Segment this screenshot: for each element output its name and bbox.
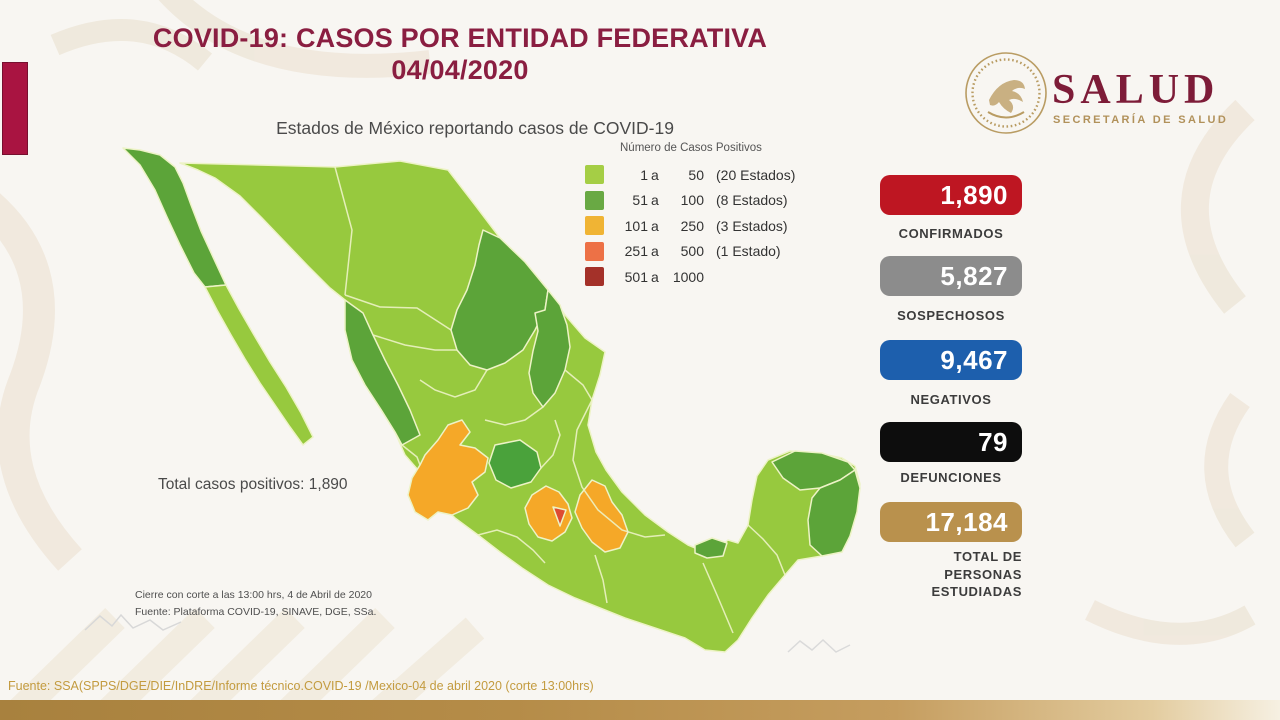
state-baja-california [122, 147, 227, 288]
state-quintana-roo [807, 469, 861, 557]
stat-label-estudiadas: TOTAL DE PERSONAS ESTUDIADAS [880, 548, 1022, 601]
map-footnotes: Cierre con corte a las 13:00 hrs, 4 de A… [135, 587, 376, 621]
stat-value-estudiadas: 17,184 [925, 507, 1008, 537]
mountain-zigzag-watermark [787, 638, 851, 653]
legend-joiner: a [651, 243, 659, 260]
stat-label-defunciones: DEFUNCIONES [900, 470, 1002, 485]
legend-item: 251 a 500 (1 Estado) [585, 239, 815, 265]
legend-swatch [585, 190, 604, 210]
logo-salud: SALUD [1052, 67, 1220, 113]
legend-joiner: a [651, 217, 659, 234]
state-sinaloa [344, 299, 421, 446]
state-borders [334, 166, 786, 634]
state-mexico [524, 485, 573, 542]
legend-joiner: a [651, 192, 659, 209]
state-nuevo-leon [528, 289, 571, 408]
state-cdmx [552, 506, 567, 527]
stat-box-estudiadas: 17,184 [880, 502, 1022, 542]
left-accent-bar [2, 62, 28, 155]
logo-subtitle: SECRETARÍA DE SALUD [1053, 114, 1229, 126]
state-guanajuato [488, 439, 542, 489]
stat-value-negativos: 9,467 [940, 345, 1008, 375]
page-title-line1: COVID-19: CASOS POR ENTIDAD FEDERATIVA [152, 23, 768, 53]
ornament-curve [50, 19, 213, 71]
legend-joiner: a [651, 166, 659, 183]
government-seal-icon [965, 52, 1047, 134]
legend-item: 51 a 100 (8 Estados) [585, 188, 815, 214]
ornament-curve [0, 193, 82, 571]
legend-range-to: 250 [680, 217, 704, 234]
stat-box-sospechosos: 5,827 [880, 256, 1022, 296]
legend-title: Número de Casos Positivos [620, 142, 762, 154]
page-title: COVID-19: CASOS POR ENTIDAD FEDERATIVA 0… [120, 22, 800, 87]
stat-value-defunciones: 79 [978, 427, 1008, 457]
legend-range-to: 100 [680, 192, 704, 209]
map-section-title: Estados de México reportando casos de CO… [276, 118, 674, 138]
stat-label-estudiadas-line1: TOTAL DE PERSONAS [944, 549, 1022, 582]
stat-label-confirmados: CONFIRMADOS [898, 226, 1004, 241]
stat-box-defunciones: 79 [880, 422, 1022, 462]
footnote-cutoff: Cierre con corte a las 13:00 hrs, 4 de A… [135, 589, 372, 601]
stat-label-estudiadas-line2: ESTUDIADAS [931, 584, 1022, 600]
legend-range-to: 1000 [672, 268, 704, 285]
stat-value-confirmados: 1,890 [940, 180, 1008, 210]
stat-value-sospechosos: 5,827 [940, 261, 1008, 291]
legend-joiner: a [651, 268, 659, 285]
legend-swatch [585, 216, 604, 236]
state-jalisco [407, 419, 489, 521]
ornament-curve [1204, 393, 1255, 548]
legend-count: (20 Estados) [716, 166, 796, 183]
stat-box-confirmados: 1,890 [880, 175, 1022, 215]
legend-item: 1 a 50 (20 Estados) [585, 162, 815, 188]
legend-item: 101 a 250 (3 Estados) [585, 213, 815, 239]
legend-count: (3 Estados) [716, 217, 788, 234]
stat-box-negativos: 9,467 [880, 340, 1022, 380]
mountain-zigzag-watermark [84, 613, 182, 631]
state-tabasco [694, 537, 728, 559]
legend-range-to: 50 [688, 166, 704, 183]
legend-range-to: 500 [680, 243, 704, 260]
legend-range-from: 101 [624, 217, 648, 234]
footer-source-text: Fuente: SSA(SPPS/DGE/DIE/InDRE/Informe t… [8, 679, 594, 693]
ornament-curve [158, 0, 432, 78]
legend-range-from: 501 [624, 268, 648, 285]
mexico-choropleth-map [122, 147, 861, 653]
state-puebla [574, 479, 629, 553]
legend-count: (1 Estado) [716, 243, 781, 260]
legend-swatch [585, 241, 604, 261]
legend-swatch [585, 267, 604, 287]
stat-label-sospechosos: SOSPECHOSOS [897, 308, 1005, 323]
map-legend: Número de Casos Positivos 1 a 50 (20 Est… [585, 142, 815, 290]
page-title-date: 04/04/2020 [391, 55, 529, 86]
footnote-source: Fuente: Plataforma COVID-19, SINAVE, DGE… [135, 605, 377, 618]
legend-count: (8 Estados) [716, 192, 788, 209]
legend-swatch [585, 165, 604, 185]
legend-range-from: 51 [632, 192, 648, 209]
legend-range-from: 251 [624, 243, 648, 260]
legend-range-from: 1 [640, 166, 648, 183]
stat-label-negativos: NEGATIVOS [910, 392, 992, 407]
footer-gold-bar [0, 700, 1280, 720]
ornament-curve [1085, 600, 1256, 645]
state-baja-california-sur [204, 284, 314, 446]
legend-item: 501 a 1000 [585, 264, 815, 290]
total-cases-label: Total casos positivos: 1,890 [158, 476, 348, 493]
ornament-curve [1181, 99, 1255, 314]
